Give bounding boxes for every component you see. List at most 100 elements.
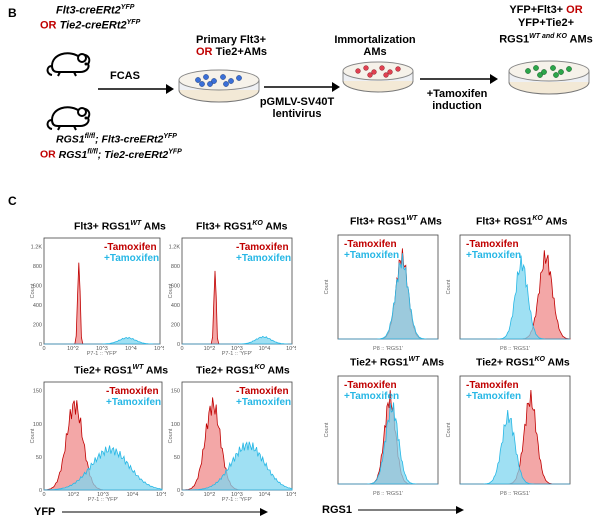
x-axis-caption: P7-1 :: 'YFP' [88, 497, 119, 503]
histogram-legend: -Tamoxifen +Tamoxifen [104, 242, 159, 264]
x-tick-label: 10^4 [125, 346, 137, 352]
plot-frame [337, 234, 439, 340]
title-text: AMs [264, 364, 290, 377]
histogram-title: Tie2+ RGS1KO AMs [476, 356, 570, 369]
title-sup: KO [532, 215, 543, 222]
arrow-right-icon [62, 508, 268, 516]
y-axis-label: Count [446, 422, 452, 437]
text: Flt3-creERt2 [56, 4, 121, 17]
text: RGS1 [56, 133, 85, 146]
y-axis-label: Count [30, 428, 36, 443]
title-text: Flt3+ RGS1 [74, 220, 131, 233]
legend-plus-tamoxifen: +Tamoxifen [106, 397, 162, 408]
or-text: OR [566, 4, 583, 16]
legend-minus-tamoxifen: -Tamoxifen [104, 242, 157, 253]
title-sup: KO [252, 220, 263, 227]
y-tick-label: 0 [177, 488, 180, 494]
arrow-right-icon [264, 82, 340, 92]
petri-dish-icon [342, 61, 414, 93]
title-text: Flt3+ RGS1 [196, 220, 253, 233]
x-tick-label: 10^3 [96, 346, 108, 352]
x-tick-label: 10^2 [204, 492, 216, 498]
title-text: AMs [262, 220, 288, 233]
title-sup: KO [534, 356, 545, 363]
y-tick-label: 150 [171, 389, 180, 395]
y-axis-label: Count [168, 428, 174, 443]
x-tick-label: 10^3 [231, 346, 243, 352]
histogram-title: Flt3+ RGS1WT AMs [350, 215, 442, 228]
y-tick-label: 0 [39, 488, 42, 494]
x-axis-caption: P8 :: 'RGS1' [500, 346, 530, 352]
y-tick-label: 150 [33, 389, 42, 395]
title-text: AMs [141, 220, 166, 233]
mouse-line-bottom-2: OR RGS1fl/fl; Tie2-creERt2YFP [40, 148, 182, 161]
histogram-title: Flt3+ RGS1KO AMs [196, 220, 288, 233]
x-tick-label: 10^5 [156, 492, 166, 498]
y-axis-label: Count [446, 279, 452, 294]
line: AMs [569, 33, 593, 46]
x-tick-label: 0 [180, 492, 183, 498]
y-tick-label: 600 [171, 283, 180, 289]
panel-b-letter: B [8, 6, 17, 20]
x-tick-label: 10^4 [127, 492, 139, 498]
sup: YFP [120, 4, 135, 11]
y-tick-label: 200 [171, 322, 180, 328]
title-text: AMs [542, 215, 568, 228]
histogram-title: Flt3+ RGS1KO AMs [476, 215, 568, 228]
y-tick-label: 50 [174, 455, 180, 461]
xaxis-rgs1-label: RGS1 [322, 504, 352, 516]
legend-plus-tamoxifen: +Tamoxifen [236, 253, 292, 264]
petri-dish-icon [508, 60, 590, 95]
plot-frame [43, 237, 161, 345]
series-plus-tamoxifen [182, 441, 293, 491]
sup: YFP [163, 133, 177, 140]
sup: YFP [168, 148, 182, 155]
title-text: Tie2+ RGS1 [350, 356, 409, 369]
y-axis-label: Count [168, 283, 174, 298]
line: induction [432, 100, 482, 112]
text: RGS1 [58, 148, 88, 161]
legend-minus-tamoxifen: -Tamoxifen [466, 239, 519, 250]
or-text: OR [40, 148, 56, 161]
line: +Tamoxifen [426, 88, 488, 100]
y-axis-label: Count [324, 422, 330, 437]
line: YFP+Tie2+ [517, 17, 575, 29]
legend-plus-tamoxifen: +Tamoxifen [344, 250, 400, 261]
x-axis-caption: P7-1 :: 'YFP' [222, 497, 253, 503]
xaxis-yfp-label: YFP [34, 506, 56, 518]
text: Tie2-creERt2 [59, 19, 127, 32]
line: lentivirus [272, 108, 322, 120]
legend-plus-tamoxifen: +Tamoxifen [466, 391, 522, 402]
text: ; Flt3-creERt2 [95, 133, 164, 146]
step-primary: Primary Flt3+ OR Tie2+AMs [196, 34, 267, 58]
x-tick-label: 10^5 [154, 346, 164, 352]
y-tick-label: 200 [33, 322, 42, 328]
y-axis-label: Count [324, 279, 330, 294]
x-tick-label: 10^2 [204, 346, 216, 352]
title-text: Flt3+ RGS1 [476, 215, 533, 228]
plot-frame [181, 237, 293, 345]
series-plus-tamoxifen [44, 336, 160, 345]
y-tick-label: 0 [39, 342, 42, 348]
mouse-line-top-1: Flt3-creERt2YFP [56, 4, 134, 17]
line: pGMLV-SV40T [259, 96, 335, 108]
histogram-legend: -Tamoxifen +Tamoxifen [344, 380, 399, 402]
mouse-line-bottom-1: RGS1fl/fl; Flt3-creERt2YFP [56, 133, 177, 146]
y-tick-label: 600 [33, 283, 42, 289]
y-tick-label: 400 [33, 303, 42, 309]
series-plus-tamoxifen [460, 409, 570, 485]
legend-minus-tamoxifen: -Tamoxifen [344, 239, 397, 250]
step-virus: pGMLV-SV40T lentivirus [252, 96, 342, 120]
histogram-chart: Count 0 200 400 600 800 1.2K 0 10^2 10^3 10^4 10^5 P… [30, 237, 164, 357]
x-tick-label: 10^5 [286, 492, 296, 498]
x-axis-caption: P7-1 :: 'YFP' [222, 351, 253, 357]
legend-minus-tamoxifen: -Tamoxifen [236, 386, 289, 397]
mouse-icon [46, 52, 91, 77]
or-text: OR [196, 46, 213, 58]
sup: fl/fl [87, 148, 98, 155]
mouse-icon [46, 106, 91, 131]
title-sup: WT [406, 215, 418, 222]
